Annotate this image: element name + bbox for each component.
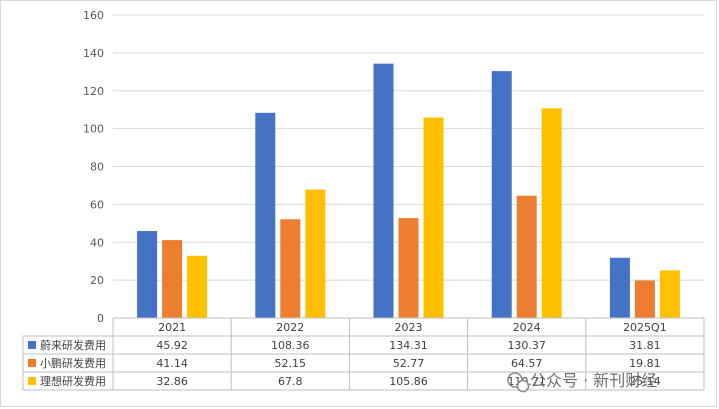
data-label: 67.8 xyxy=(278,375,303,388)
legend-swatch xyxy=(28,341,36,349)
x-category-label: 2025Q1 xyxy=(623,321,667,334)
bar xyxy=(659,270,680,318)
y-tick-label: 160 xyxy=(83,9,104,22)
legend-label: 蔚来研发费用 xyxy=(40,338,106,352)
bar xyxy=(541,108,562,318)
y-tick-label: 120 xyxy=(83,85,104,98)
bar xyxy=(137,231,158,318)
bar xyxy=(634,280,655,318)
legend-swatch xyxy=(28,377,36,385)
bar xyxy=(423,117,444,319)
x-category-label: 2024 xyxy=(513,321,541,334)
data-label: 45.92 xyxy=(156,339,188,352)
y-tick-label: 0 xyxy=(97,312,104,325)
data-label: 105.86 xyxy=(389,375,428,388)
bar xyxy=(609,257,630,318)
watermark: 公众号 · 新刊财经 xyxy=(507,371,657,393)
data-label: 108.36 xyxy=(271,339,310,352)
x-category-label: 2023 xyxy=(395,321,423,334)
y-tick-label: 20 xyxy=(90,274,104,287)
watermark-text: 公众号 · 新刊财经 xyxy=(530,371,657,390)
data-label: 64.57 xyxy=(511,357,543,370)
bar xyxy=(516,195,537,318)
legend-label: 小鹏研发费用 xyxy=(40,356,106,370)
y-tick-label: 100 xyxy=(83,123,104,136)
data-label: 19.81 xyxy=(629,357,661,370)
y-tick-label: 140 xyxy=(83,47,104,60)
x-category-label: 2022 xyxy=(276,321,304,334)
data-label: 130.37 xyxy=(507,339,546,352)
wechat-icon xyxy=(507,372,530,393)
y-tick-label: 40 xyxy=(90,236,104,249)
bar xyxy=(255,112,276,319)
bar xyxy=(398,218,419,318)
data-label: 134.31 xyxy=(389,339,428,352)
x-category-label: 2021 xyxy=(158,321,186,334)
bar xyxy=(491,71,512,318)
legend-label: 理想研发费用 xyxy=(40,374,106,388)
data-label: 52.15 xyxy=(275,357,307,370)
y-tick-label: 60 xyxy=(90,198,104,211)
data-label: 31.81 xyxy=(629,339,661,352)
y-tick-label: 80 xyxy=(90,161,104,174)
bar xyxy=(162,240,183,318)
data-label: 25.14 xyxy=(629,375,661,388)
legend-swatch xyxy=(28,359,36,367)
data-label: 32.86 xyxy=(156,375,188,388)
bar xyxy=(373,63,394,318)
bar xyxy=(187,255,208,318)
wechat-bubble-small xyxy=(516,379,530,393)
data-label: 52.77 xyxy=(393,357,425,370)
bar xyxy=(280,219,301,318)
bar xyxy=(305,189,326,318)
data-label: 41.14 xyxy=(156,357,188,370)
